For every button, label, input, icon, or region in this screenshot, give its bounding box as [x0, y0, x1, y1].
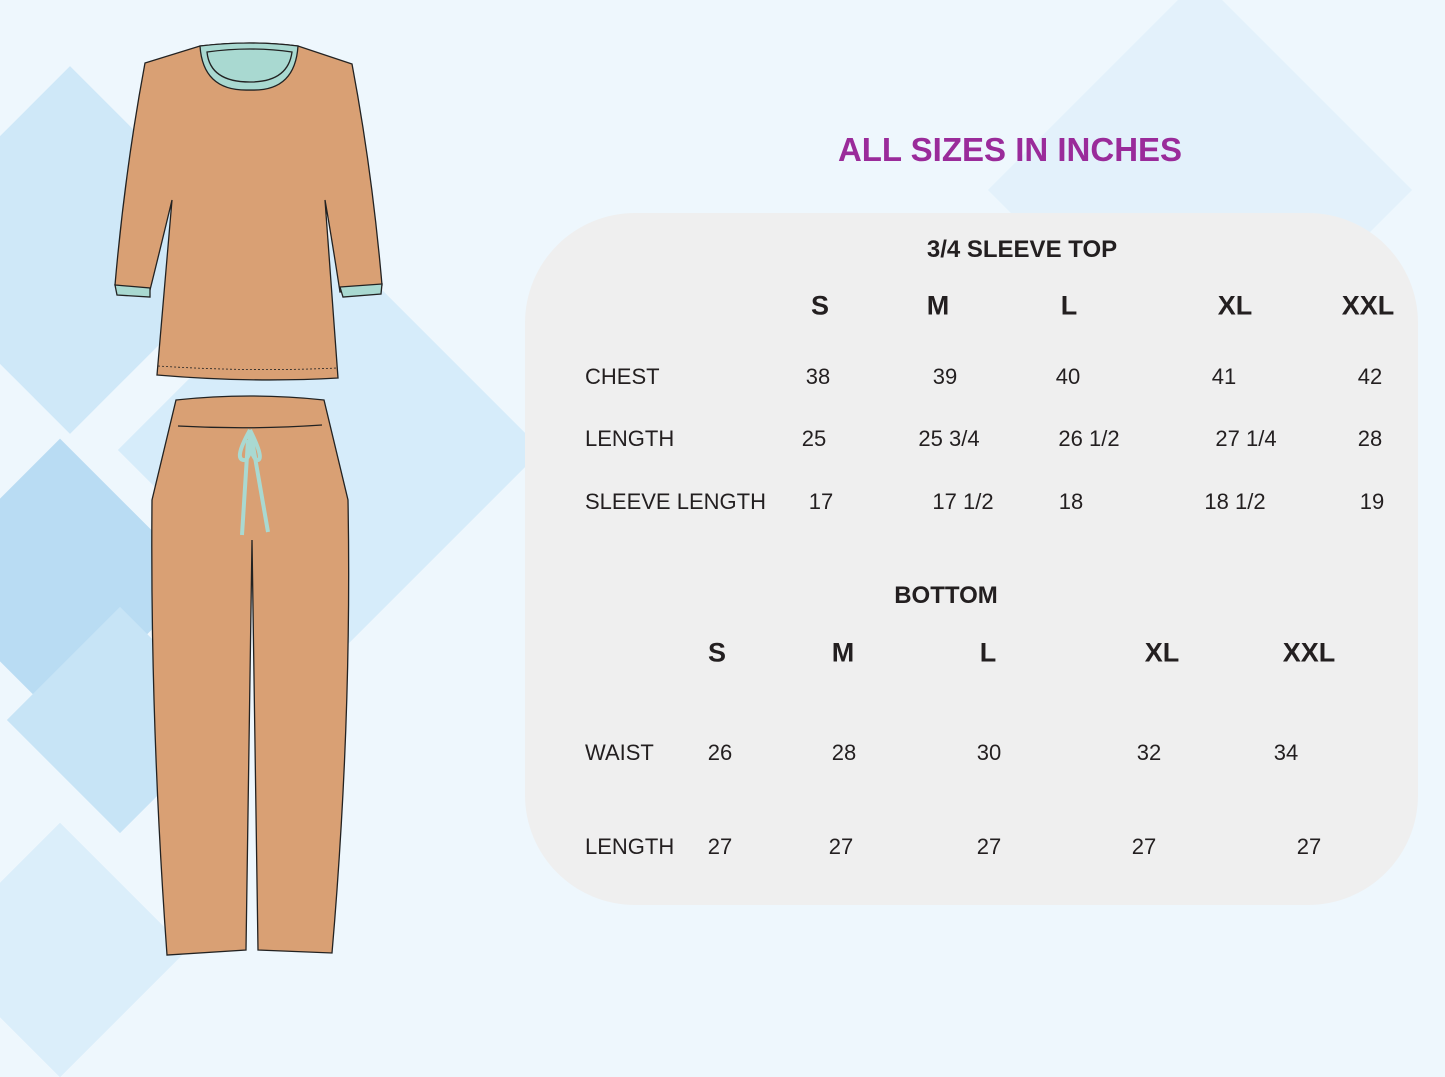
cell: 32	[1136, 740, 1162, 765]
cell: 25	[801, 426, 827, 451]
size-header: XL	[1217, 290, 1253, 321]
row-label: LENGTH	[585, 426, 675, 451]
row-label: LENGTH	[585, 834, 675, 859]
size-header: M	[831, 637, 855, 668]
cell: 27	[828, 834, 854, 859]
cell: 27 1/4	[1215, 426, 1277, 451]
bottom-table-heading: BOTTOM	[894, 582, 998, 609]
cell: 18 1/2	[1204, 489, 1266, 514]
cell: 17	[808, 489, 834, 514]
cell: 28	[831, 740, 857, 765]
size-chart-panel	[525, 213, 1418, 905]
row-label: CHEST	[585, 364, 660, 389]
top-table-heading: 3/4 SLEEVE TOP	[926, 236, 1118, 263]
cell: 17 1/2	[932, 489, 994, 514]
cell: 27	[707, 834, 733, 859]
size-header: L	[979, 637, 997, 668]
cell: 27	[976, 834, 1002, 859]
row-label: SLEEVE LENGTH	[585, 489, 766, 514]
cell: 38	[805, 364, 831, 389]
cell: 27	[1131, 834, 1157, 859]
cell: 28	[1357, 426, 1383, 451]
size-header: S	[810, 290, 830, 321]
page-title: ALL SIZES IN INCHES	[837, 131, 1183, 168]
size-header: XXL	[1341, 290, 1395, 321]
cell: 41	[1211, 364, 1237, 389]
top-garment	[114, 42, 383, 381]
size-header: L	[1060, 290, 1078, 321]
cell: 27	[1296, 834, 1322, 859]
size-header: XXL	[1282, 637, 1336, 668]
bottom-garment	[151, 395, 350, 956]
cell: 25 3/4	[918, 426, 980, 451]
size-header: M	[926, 290, 950, 321]
cell: 42	[1357, 364, 1383, 389]
cell: 26	[707, 740, 733, 765]
size-header: S	[707, 637, 727, 668]
cell: 19	[1359, 489, 1385, 514]
cell: 34	[1273, 740, 1299, 765]
row-label: WAIST	[585, 740, 654, 765]
cell: 30	[976, 740, 1002, 765]
cell: 26 1/2	[1058, 426, 1120, 451]
size-header: XL	[1144, 637, 1180, 668]
cell: 40	[1055, 364, 1081, 389]
cell: 18	[1058, 489, 1084, 514]
pajama-set-illustration	[114, 42, 383, 956]
cell: 39	[932, 364, 958, 389]
